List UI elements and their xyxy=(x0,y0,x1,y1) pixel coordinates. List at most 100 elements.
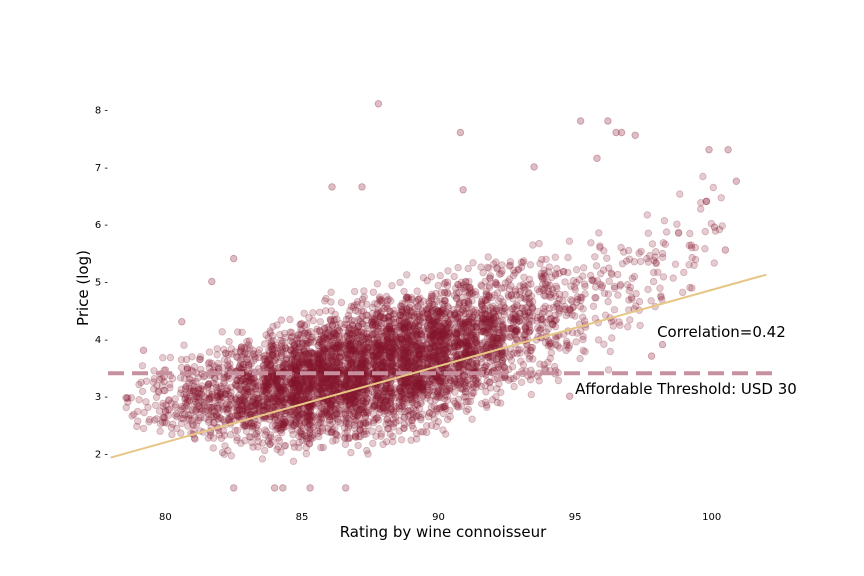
scatter-point xyxy=(200,399,208,407)
scatter-point xyxy=(304,360,313,368)
scatter-point xyxy=(418,346,427,354)
scatter-point xyxy=(384,424,393,433)
scatter-point xyxy=(499,320,507,329)
scatter-point xyxy=(419,383,427,391)
scatter-point xyxy=(439,328,447,337)
scatter-point xyxy=(430,348,438,357)
scatter-point xyxy=(182,391,191,399)
scatter-point xyxy=(253,399,262,407)
scatter-point xyxy=(605,264,613,272)
scatter-point xyxy=(382,346,390,354)
scatter-point xyxy=(496,270,504,278)
scatter-point xyxy=(264,398,272,406)
scatter-point xyxy=(401,324,410,332)
scatter-point xyxy=(236,348,245,356)
scatter-point xyxy=(395,354,404,362)
scatter-point xyxy=(511,306,519,314)
scatter-point xyxy=(305,393,313,401)
scatter-point xyxy=(373,310,382,318)
scatter-point xyxy=(513,300,521,308)
scatter-point xyxy=(279,421,288,429)
scatter-point xyxy=(347,398,355,406)
scatter-point xyxy=(372,414,381,422)
scatter-point xyxy=(409,322,417,330)
scatter-point xyxy=(580,264,588,272)
scatter-point xyxy=(385,340,393,348)
scatter-point xyxy=(417,413,425,422)
scatter-point xyxy=(482,344,490,352)
scatter-point xyxy=(410,386,418,394)
scatter-point xyxy=(492,279,500,287)
scatter-point xyxy=(526,346,534,355)
scatter-point xyxy=(315,371,323,380)
scatter-point xyxy=(309,411,317,419)
scatter-point xyxy=(298,379,306,387)
scatter-point xyxy=(488,293,496,302)
scatter-point xyxy=(479,268,487,277)
scatter-point xyxy=(355,322,363,330)
scatter-point xyxy=(499,326,507,335)
scatter-point xyxy=(239,350,247,359)
scatter-point xyxy=(276,388,285,396)
scatter-point xyxy=(324,353,333,361)
scatter-point xyxy=(264,373,273,381)
scatter-point xyxy=(224,361,232,370)
scatter-point xyxy=(261,446,269,455)
scatter-point xyxy=(344,329,353,338)
scatter-point xyxy=(172,424,181,433)
scatter-point xyxy=(485,340,493,348)
scatter-point xyxy=(287,375,295,383)
scatter-point xyxy=(307,333,316,342)
scatter-point xyxy=(444,304,453,312)
scatter-point xyxy=(608,334,616,342)
scatter-point xyxy=(354,331,362,340)
scatter-point xyxy=(588,276,596,284)
scatter-point xyxy=(571,286,579,294)
scatter-point xyxy=(213,387,221,395)
scatter-point xyxy=(679,288,687,297)
scatter-point xyxy=(404,343,412,352)
scatter-point xyxy=(425,315,434,323)
scatter-point xyxy=(547,349,556,357)
scatter-point xyxy=(461,388,470,396)
scatter-point xyxy=(597,270,605,278)
scatter-point xyxy=(402,344,411,352)
scatter-point xyxy=(288,351,296,359)
scatter-point xyxy=(528,312,537,320)
scatter-point xyxy=(355,356,364,365)
scatter-point xyxy=(218,363,227,372)
scatter-point xyxy=(427,421,436,430)
scatter-point xyxy=(480,327,489,335)
scatter-point xyxy=(350,346,358,355)
scatter-point xyxy=(397,436,406,444)
scatter-point xyxy=(277,384,285,392)
scatter-point xyxy=(327,355,335,363)
scatter-point xyxy=(567,296,575,304)
scatter-point xyxy=(397,351,405,359)
scatter-point xyxy=(300,387,308,395)
scatter-point xyxy=(552,282,560,290)
scatter-point xyxy=(280,416,289,424)
scatter-point xyxy=(403,357,412,365)
scatter-point xyxy=(473,380,482,388)
scatter-point xyxy=(526,352,534,360)
scatter-point xyxy=(505,293,513,301)
scatter-point xyxy=(260,340,269,348)
scatter-point xyxy=(658,253,667,261)
scatter-point xyxy=(277,351,285,360)
scatter-point xyxy=(440,355,449,364)
scatter-point xyxy=(492,393,500,401)
scatter-point xyxy=(231,426,239,435)
scatter-point xyxy=(607,269,615,277)
scatter-point xyxy=(281,409,289,418)
scatter-point xyxy=(406,388,415,396)
scatter-point xyxy=(254,349,263,357)
scatter-point xyxy=(206,396,214,404)
scatter-point xyxy=(323,349,331,357)
scatter-point xyxy=(652,247,660,256)
scatter-point xyxy=(275,389,283,397)
scatter-point xyxy=(305,426,314,434)
scatter-point xyxy=(455,375,463,383)
scatter-point xyxy=(351,416,360,425)
